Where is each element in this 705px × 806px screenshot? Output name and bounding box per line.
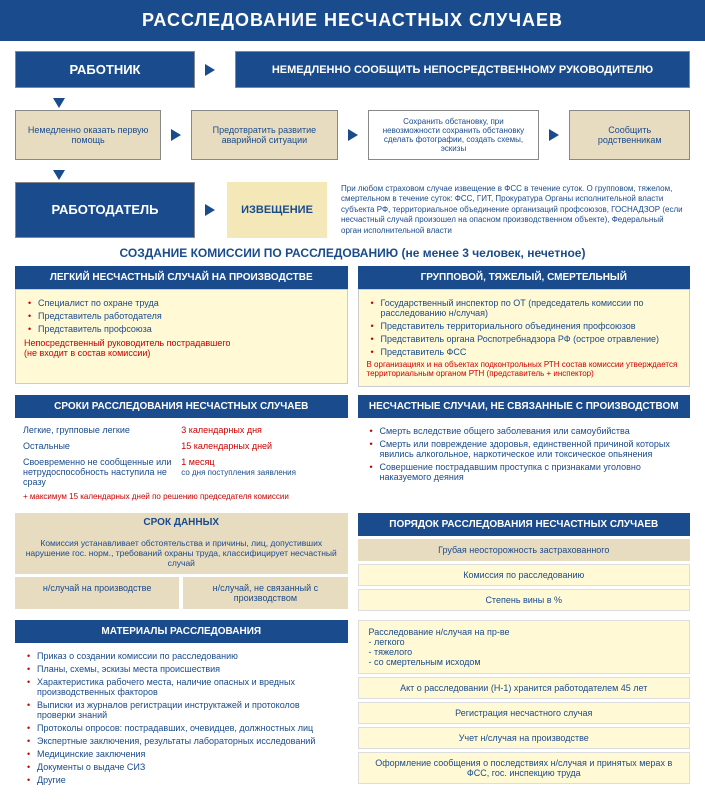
unrelated-col: НЕСЧАСТНЫЕ СЛУЧАИ, НЕ СВЯЗАННЫЕ С ПРОИЗВ… bbox=[358, 395, 691, 507]
arrow-down-icon bbox=[53, 170, 65, 180]
list-item: Документы о выдаче СИЗ bbox=[27, 762, 340, 772]
unrelated-body: Смерть вследствие общего заболевания или… bbox=[358, 418, 691, 493]
order-beige: Грубая неосторожность застрахованного bbox=[358, 539, 691, 561]
employer-box: РАБОТОДАТЕЛЬ bbox=[15, 182, 195, 238]
materials-body: Приказ о создании комиссии по расследова… bbox=[15, 643, 348, 796]
action-box: Сохранить обстановку, при невозможности … bbox=[368, 110, 540, 160]
heavy-case-col: ГРУППОВОЙ, ТЯЖЕЛЫЙ, СМЕРТЕЛЬНЫЙ Государс… bbox=[358, 266, 691, 387]
invest-box: Расследование н/случая на пр-ве - легког… bbox=[358, 620, 691, 674]
invest-sub: - со смертельным исходом bbox=[369, 657, 680, 667]
dataterms-text: Комиссия устанавливает обстоятельства и … bbox=[15, 532, 348, 574]
arrow-down-icon bbox=[53, 98, 65, 108]
note-red: В организациях и на объектах подконтроль… bbox=[367, 360, 682, 378]
step-row: Учет н/случая на производстве bbox=[358, 727, 691, 749]
list-item: Совершение пострадавшим проступка с приз… bbox=[370, 462, 683, 482]
list-item: Медицинские заключения bbox=[27, 749, 340, 759]
materials-steps-row: МАТЕРИАЛЫ РАССЛЕДОВАНИЯ Приказ о создани… bbox=[15, 620, 690, 796]
list-item: Другие bbox=[27, 775, 340, 785]
list-item: Смерть вследствие общего заболевания или… bbox=[370, 426, 683, 436]
arrow-icon bbox=[549, 110, 559, 160]
term-left: Остальные bbox=[23, 441, 181, 451]
note-red: (не входит в состав комиссии) bbox=[24, 348, 339, 358]
infographic-page: РАССЛЕДОВАНИЕ НЕСЧАСТНЫХ СЛУЧАЕВ РАБОТНИ… bbox=[0, 0, 705, 806]
term-right: 1 месяцсо дня поступления заявления bbox=[181, 457, 339, 487]
heavy-header: ГРУППОВОЙ, ТЯЖЕЛЫЙ, СМЕРТЕЛЬНЫЙ bbox=[358, 266, 691, 289]
list-item: Государственный инспектор по ОТ (председ… bbox=[371, 298, 682, 318]
arrow-icon bbox=[205, 51, 225, 88]
list-item: Представитель органа Роспотребнадзора РФ… bbox=[371, 334, 682, 344]
terms-col: СРОКИ РАССЛЕДОВАНИЯ НЕСЧАСТНЫХ СЛУЧАЕВ Л… bbox=[15, 395, 348, 507]
terms-header: СРОКИ РАССЛЕДОВАНИЯ НЕСЧАСТНЫХ СЛУЧАЕВ bbox=[15, 395, 348, 418]
materials-col: МАТЕРИАЛЫ РАССЛЕДОВАНИЯ Приказ о создани… bbox=[15, 620, 348, 796]
invest-sub: - тяжелого bbox=[369, 647, 680, 657]
action-box: Предотвратить развитие аварийной ситуаци… bbox=[191, 110, 337, 160]
step-row: Акт о расследовании (Н-1) хранится работ… bbox=[358, 677, 691, 699]
report-box: НЕМЕДЛЕННО СООБЩИТЬ НЕПОСРЕДСТВЕННОМУ РУ… bbox=[235, 51, 690, 88]
heavy-body: Государственный инспектор по ОТ (председ… bbox=[358, 289, 691, 387]
light-header: ЛЕГКИЙ НЕСЧАСТНЫЙ СЛУЧАЙ НА ПРОИЗВОДСТВЕ bbox=[15, 266, 348, 289]
materials-header: МАТЕРИАЛЫ РАССЛЕДОВАНИЯ bbox=[15, 620, 348, 643]
term-right: 3 календарных дня bbox=[181, 425, 339, 435]
step-row: Регистрация несчастного случая bbox=[358, 702, 691, 724]
list-item: Представитель территориального объединен… bbox=[371, 321, 682, 331]
actions-row: Немедленно оказать первую помощь Предотв… bbox=[15, 110, 690, 160]
notice-box: ИЗВЕЩЕНИЕ bbox=[227, 182, 327, 238]
arrow-icon bbox=[205, 182, 217, 238]
main-title: РАССЛЕДОВАНИЕ НЕСЧАСТНЫХ СЛУЧАЕВ bbox=[0, 0, 705, 41]
list-item: Представитель работодателя bbox=[28, 311, 339, 321]
list-item: Приказ о создании комиссии по расследова… bbox=[27, 651, 340, 661]
arrow-icon bbox=[171, 110, 181, 160]
list-item: Экспертные заключения, результаты лабора… bbox=[27, 736, 340, 746]
list-item: Протоколы опросов: пострадавших, очевидц… bbox=[27, 723, 340, 733]
dataterms-title: СРОК ДАННЫХ bbox=[15, 513, 348, 532]
list-item: Характеристика рабочего места, наличие о… bbox=[27, 677, 340, 697]
term-right: 15 календарных дней bbox=[181, 441, 339, 451]
order-header: ПОРЯДОК РАССЛЕДОВАНИЯ НЕСЧАСТНЫХ СЛУЧАЕВ bbox=[358, 513, 691, 536]
step-row: Оформление сообщения о последствиях н/сл… bbox=[358, 752, 691, 784]
term-left: Своевременно не сообщенные или нетрудосп… bbox=[23, 457, 181, 487]
list-item: Специалист по охране труда bbox=[28, 298, 339, 308]
action-box: Немедленно оказать первую помощь bbox=[15, 110, 161, 160]
list-item: Смерть или повреждение здоровья, единств… bbox=[370, 439, 683, 459]
term-left: Легкие, групповые легкие bbox=[23, 425, 181, 435]
commission-columns: ЛЕГКИЙ НЕСЧАСТНЫЙ СЛУЧАЙ НА ПРОИЗВОДСТВЕ… bbox=[15, 266, 690, 387]
list-item: Представитель ФСС bbox=[371, 347, 682, 357]
action-box: Сообщить родственникам bbox=[569, 110, 690, 160]
steps-col: Расследование н/случая на пр-ве - легког… bbox=[358, 620, 691, 796]
invest-title: Расследование н/случая на пр-ве bbox=[369, 627, 680, 637]
list-item: Представитель профсоюза bbox=[28, 324, 339, 334]
content-area: РАБОТНИК НЕМЕДЛЕННО СООБЩИТЬ НЕПОСРЕДСТВ… bbox=[0, 41, 705, 806]
dataterms-order-row: СРОК ДАННЫХ Комиссия устанавливает обсто… bbox=[15, 513, 690, 614]
dataterms-col: СРОК ДАННЫХ Комиссия устанавливает обсто… bbox=[15, 513, 348, 614]
case-prod: н/случай на производстве bbox=[15, 577, 179, 609]
employer-row: РАБОТОДАТЕЛЬ ИЗВЕЩЕНИЕ При любом страхов… bbox=[15, 182, 690, 238]
terms-body: Легкие, групповые легкие3 календарных дн… bbox=[15, 418, 348, 507]
terms-plus: + максимум 15 календарных дней по решени… bbox=[15, 490, 348, 503]
case-nonprod: н/случай, не связанный с производством bbox=[183, 577, 347, 609]
order-row: Степень вины в % bbox=[358, 589, 691, 611]
terms-unrelated-row: СРОКИ РАССЛЕДОВАНИЯ НЕСЧАСТНЫХ СЛУЧАЕВ Л… bbox=[15, 395, 690, 507]
worker-row: РАБОТНИК НЕМЕДЛЕННО СООБЩИТЬ НЕПОСРЕДСТВ… bbox=[15, 51, 690, 88]
note-red: Непосредственный руководитель пострадавш… bbox=[24, 338, 339, 348]
arrow-icon bbox=[348, 110, 358, 160]
worker-box: РАБОТНИК bbox=[15, 51, 195, 88]
notice-text: При любом страховом случае извещение в Ф… bbox=[337, 182, 690, 238]
list-item: Выписки из журналов регистрации инструкт… bbox=[27, 700, 340, 720]
list-item: Планы, схемы, эскизы места происшествия bbox=[27, 664, 340, 674]
light-body: Специалист по охране труда Представитель… bbox=[15, 289, 348, 384]
unrelated-header: НЕСЧАСТНЫЕ СЛУЧАИ, НЕ СВЯЗАННЫЕ С ПРОИЗВ… bbox=[358, 395, 691, 418]
order-row: Комиссия по расследованию bbox=[358, 564, 691, 586]
order-col: ПОРЯДОК РАССЛЕДОВАНИЯ НЕСЧАСТНЫХ СЛУЧАЕВ… bbox=[358, 513, 691, 614]
commission-title: СОЗДАНИЕ КОМИССИИ ПО РАССЛЕДОВАНИЮ (не м… bbox=[15, 246, 690, 260]
light-case-col: ЛЕГКИЙ НЕСЧАСТНЫЙ СЛУЧАЙ НА ПРОИЗВОДСТВЕ… bbox=[15, 266, 348, 387]
invest-sub: - легкого bbox=[369, 637, 680, 647]
